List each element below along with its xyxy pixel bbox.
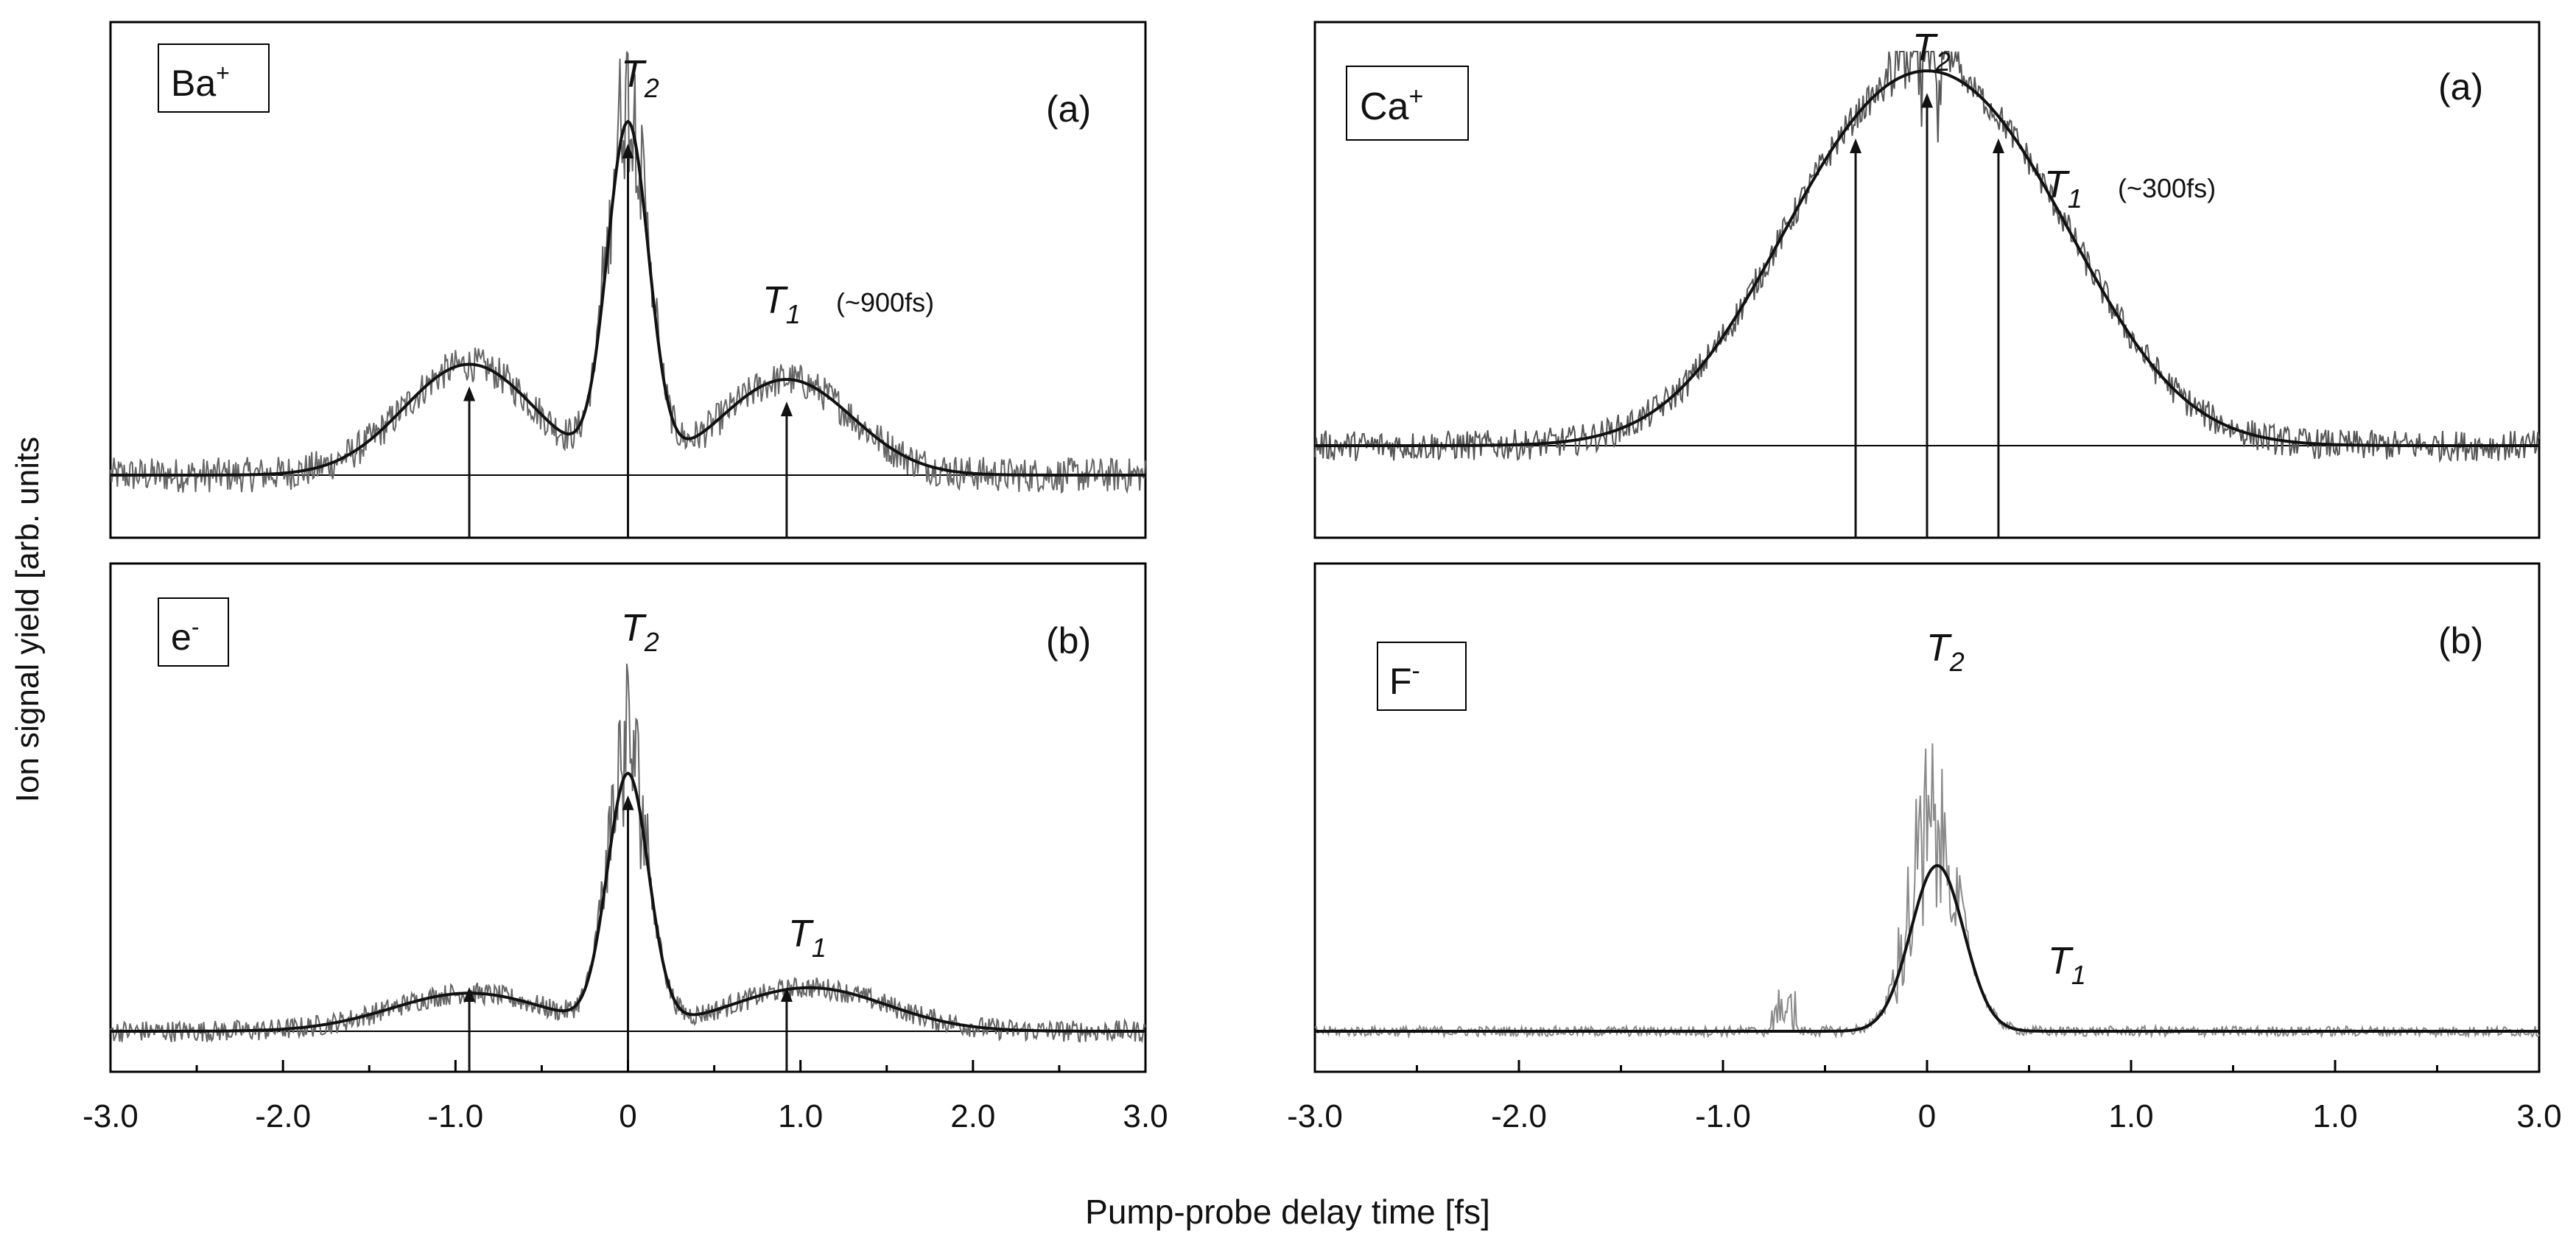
t1-label: T1 — [2044, 164, 2082, 214]
species-label-box — [158, 597, 229, 667]
t1-note: (~300fs) — [2118, 173, 2216, 203]
data-trace — [1314, 743, 2540, 1039]
data-trace — [1314, 51, 2540, 463]
x-tick-label: 2.0 — [950, 1098, 995, 1134]
y-axis-title: Ion signal yield [arb. units — [10, 436, 46, 803]
peak-arrow-head — [463, 987, 476, 1002]
x-tick-label: -1.0 — [427, 1098, 483, 1134]
t2-label: T2 — [1912, 27, 1951, 77]
species-label-box — [1346, 66, 1469, 141]
t1-note: (~900fs) — [836, 287, 934, 317]
fit-curve — [110, 771, 1145, 1033]
fit-curve — [1315, 69, 2539, 447]
peak-arrows — [1850, 93, 2004, 538]
species-label: Ba+ — [171, 60, 230, 104]
peak-arrow-head — [1921, 93, 1933, 108]
x-axis-left: -3.0 -2.0 -1.0 0 1.0 2.0 3.0 — [83, 1060, 1168, 1134]
peak-arrow-head — [622, 795, 634, 810]
x-tick-label: -2.0 — [255, 1098, 311, 1134]
species-label-box — [1377, 642, 1467, 711]
peak-arrow-head — [780, 401, 793, 417]
x-tick-label: -2.0 — [1491, 1098, 1547, 1134]
peak-arrow-head — [780, 987, 793, 1002]
t2-label: T2 — [1926, 627, 1965, 677]
peak-arrows — [463, 144, 793, 538]
panel-ca: Ca+ (a) T2 T1 (~300fs) — [1313, 21, 2541, 539]
panel-f: F- (b) T2 T1 — [1313, 562, 2541, 1073]
x-tick-label: 1.0 — [2312, 1098, 2357, 1134]
t2-label: T2 — [621, 53, 659, 103]
panel-label: (a) — [1046, 88, 1091, 130]
x-tick-label: 3.0 — [2516, 1098, 2561, 1134]
peak-arrow-head — [1992, 138, 2004, 154]
peak-arrow-head — [1850, 138, 1862, 154]
x-tick-label: -1.0 — [1695, 1098, 1751, 1134]
x-tick-label: 0 — [1918, 1098, 1936, 1134]
peak-arrow-head — [622, 144, 634, 159]
fit-curve — [1315, 863, 2539, 1033]
species-label: e- — [171, 614, 199, 658]
peak-arrow-head — [463, 386, 476, 401]
t1-label: T1 — [762, 279, 801, 329]
panel-label: (b) — [1046, 620, 1091, 661]
species-label: Ca+ — [1360, 83, 1423, 128]
panel-ba: Ba+ (a) T2 T1 (~900fs) — [109, 21, 1147, 539]
panel-label: (a) — [2438, 66, 2483, 108]
data-trace — [110, 663, 1146, 1044]
x-tick-label: -3.0 — [1287, 1098, 1343, 1134]
fit-curve — [110, 119, 1145, 477]
panel-label: (b) — [2438, 620, 2483, 661]
x-axis-title: Pump-probe delay time [fs] — [1085, 1193, 1490, 1231]
x-tick-label: 0 — [619, 1098, 636, 1134]
data-trace — [110, 51, 1146, 494]
x-tick-label: 3.0 — [1123, 1098, 1168, 1134]
x-tick-label: 1.0 — [2108, 1098, 2153, 1134]
species-label-box — [158, 43, 270, 113]
t1-label: T1 — [2048, 940, 2086, 990]
x-tick-label: -3.0 — [83, 1098, 138, 1134]
x-axis-right: -3.0 -2.0 -1.0 0 1.0 1.0 3.0 — [1287, 1060, 2562, 1134]
species-label: F- — [1389, 657, 1420, 702]
t1-label: T1 — [788, 913, 827, 963]
x-tick-label: 1.0 — [778, 1098, 823, 1134]
t2-label: T2 — [621, 607, 659, 657]
panel-e: e- (b) T2 T1 — [109, 562, 1147, 1073]
peak-arrows — [463, 795, 793, 1072]
